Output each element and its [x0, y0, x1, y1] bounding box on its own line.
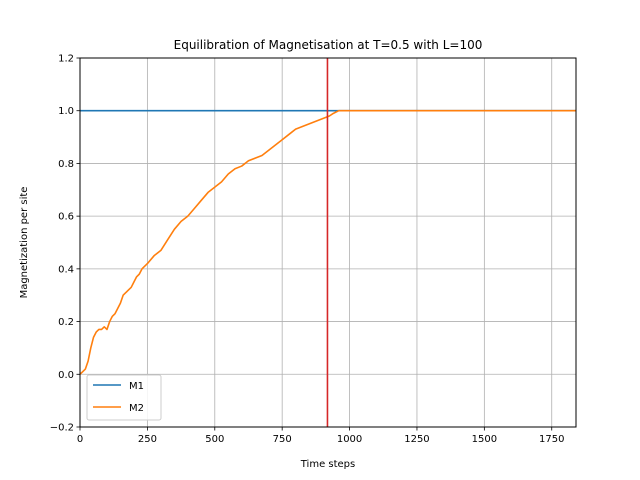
y-tick-label: 0.6 [58, 212, 74, 223]
legend: M1 M2 [86, 374, 162, 421]
series-line-m2 [80, 109, 576, 375]
x-axis-label: Time steps [300, 459, 356, 470]
y-tick-label: 1.2 [58, 54, 74, 65]
x-tick-label: 1250 [404, 434, 429, 445]
legend-label: M2 [129, 403, 144, 414]
y-tick-label: 0.0 [58, 370, 74, 381]
y-tick-label: 1.0 [58, 106, 74, 117]
x-tick-label: 1500 [472, 434, 497, 445]
x-tick-label: 0 [77, 434, 83, 445]
x-tick-label: 1000 [337, 434, 362, 445]
x-tick-label: 250 [138, 434, 157, 445]
x-tick-label: 1750 [539, 434, 564, 445]
plot-series [80, 58, 576, 427]
y-tick-label: −0.2 [50, 423, 74, 434]
y-tick-label: 0.4 [58, 264, 74, 275]
plot-frame [79, 57, 577, 428]
legend-box [86, 374, 162, 421]
x-tick-label: 500 [205, 434, 224, 445]
chart-title: Equilibration of Magnetisation at T=0.5 … [174, 38, 483, 52]
y-tick-label: 0.8 [58, 159, 74, 170]
y-tick-label: 0.2 [58, 317, 74, 328]
y-axis-label: Magnetization per site [19, 187, 30, 299]
legend-label: M1 [129, 381, 144, 392]
axis-ticks: 0 250 500 750 1000 1250 1500 1750 −0.2 0.0 0.2 0.4 0… [50, 54, 565, 446]
x-tick-label: 750 [273, 434, 292, 445]
